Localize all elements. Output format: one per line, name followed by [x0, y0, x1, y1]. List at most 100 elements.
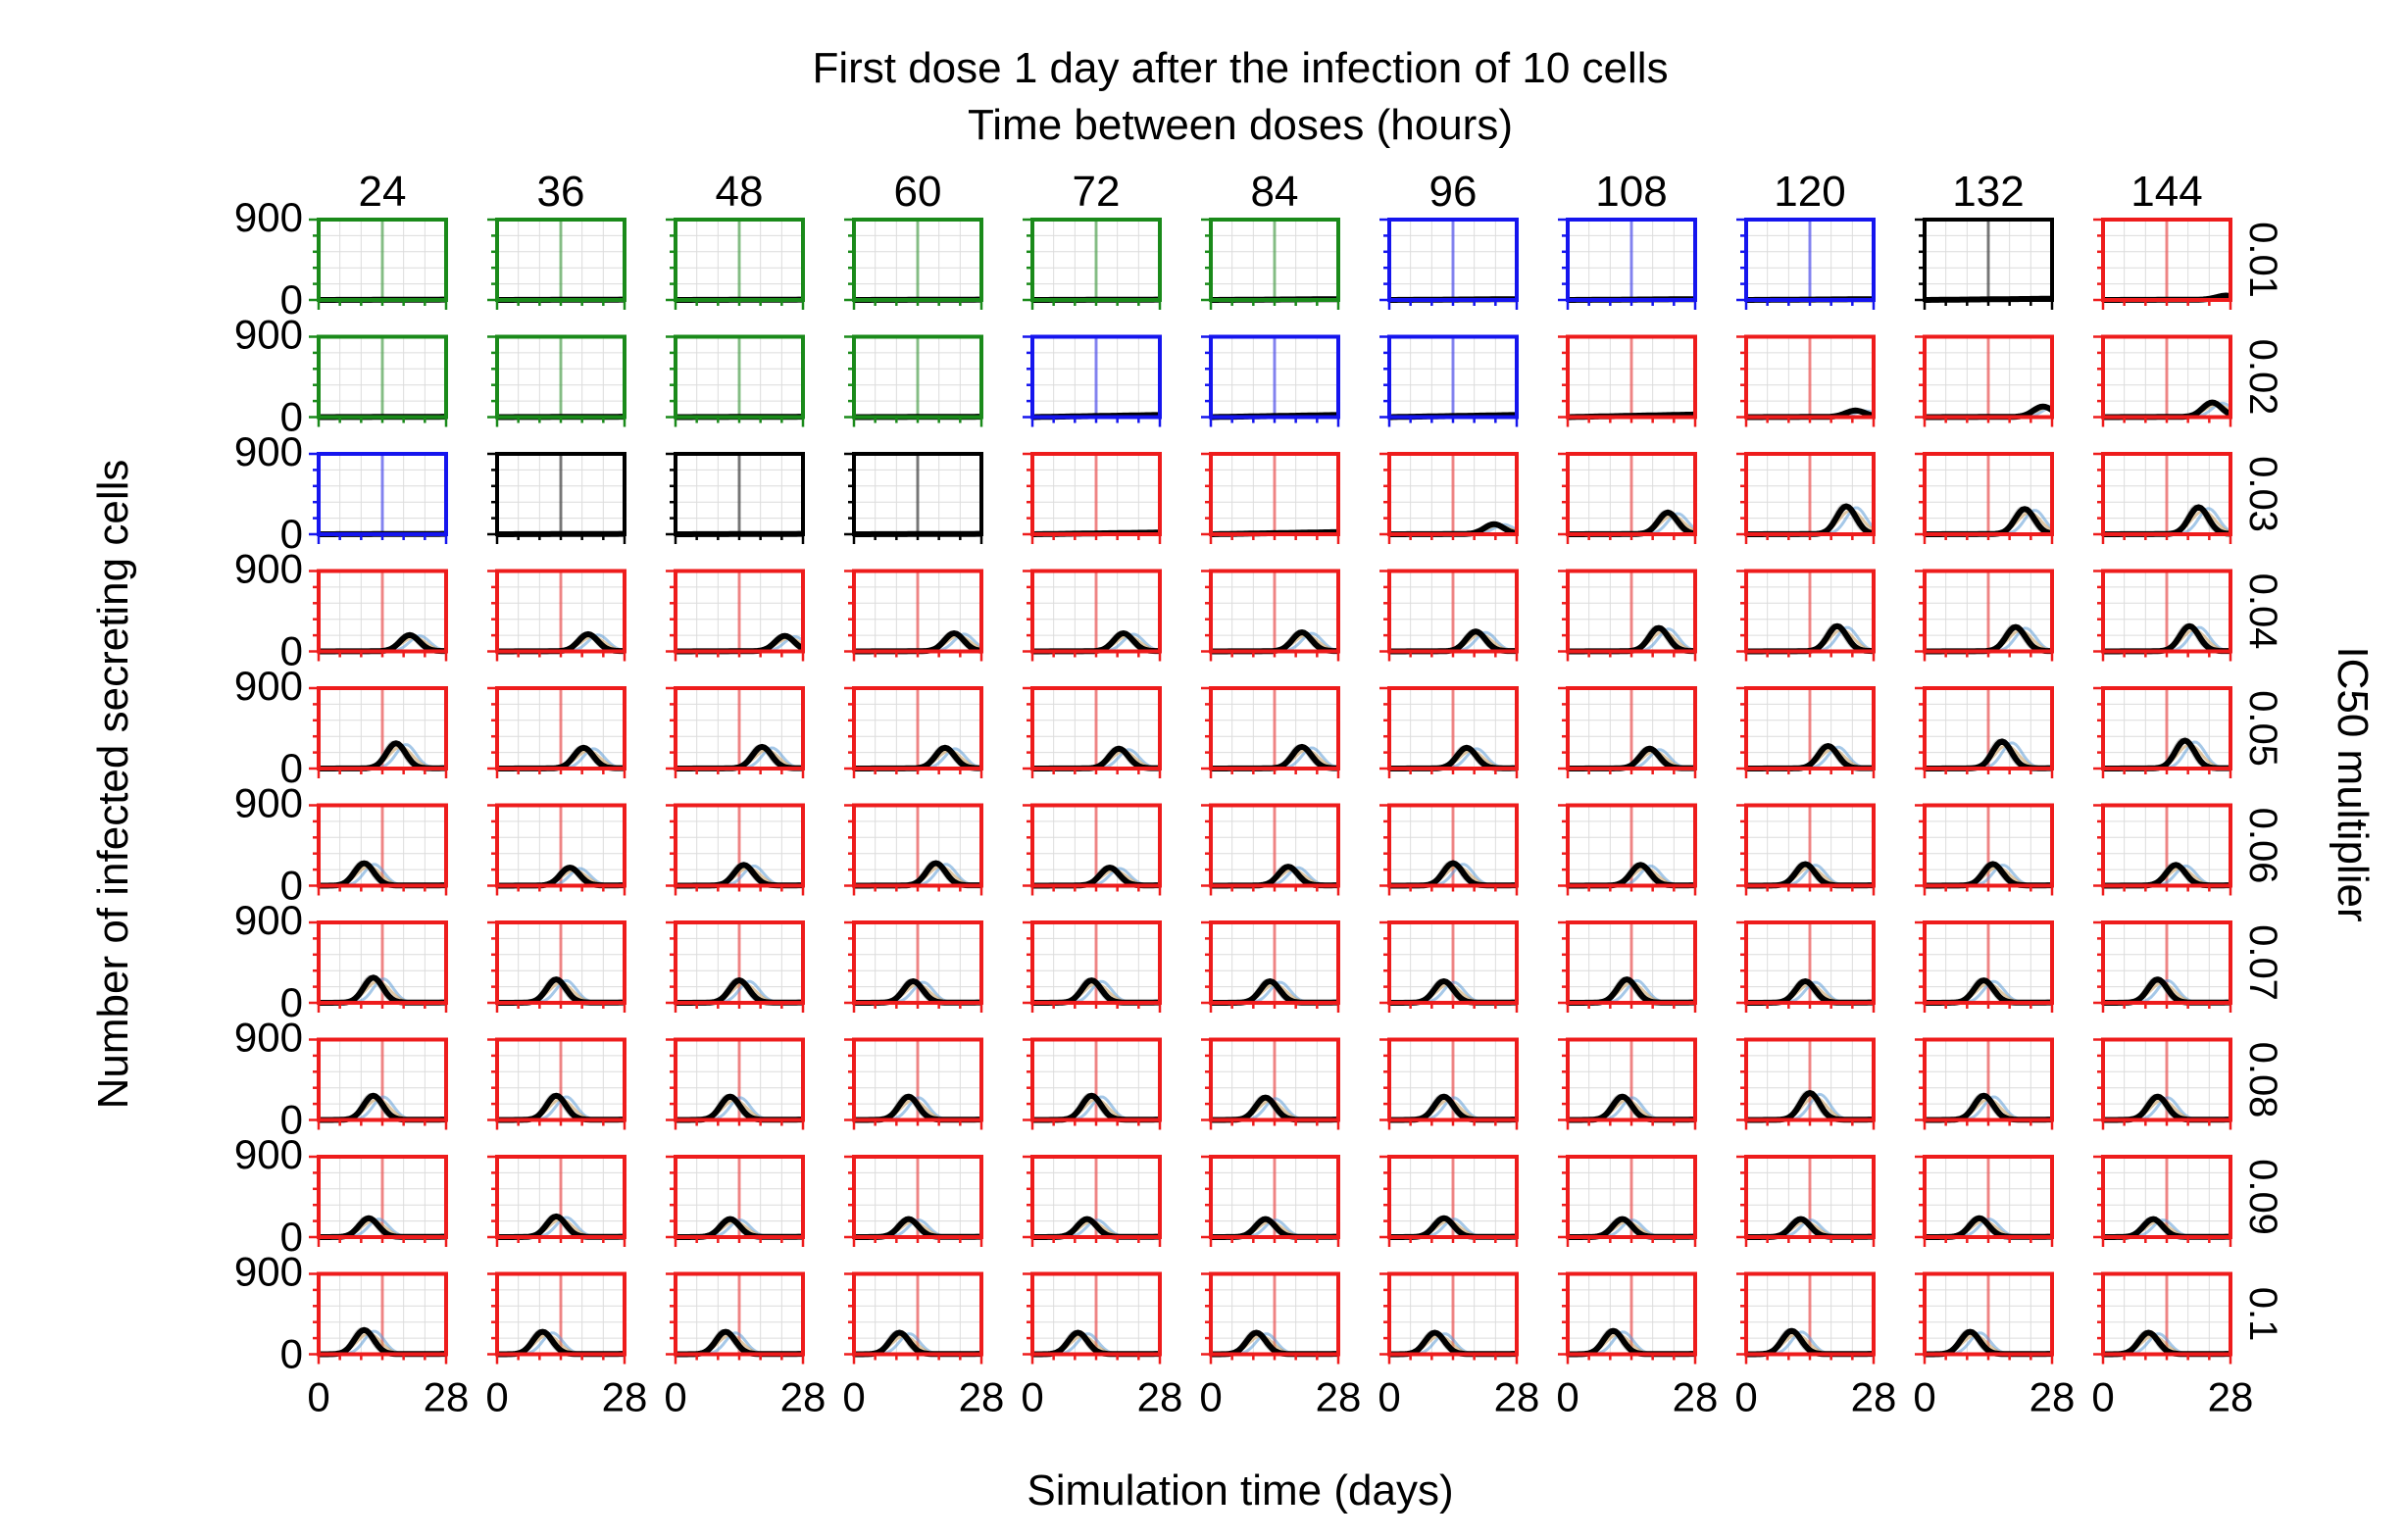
column-label-108: 108: [1595, 168, 1667, 216]
panel-r9-c1: 0 28: [485, 1271, 648, 1420]
row-label-0.03: 0.03: [2241, 456, 2284, 532]
column-label-24: 24: [359, 168, 407, 216]
panel-r5-c9: [1915, 803, 2054, 896]
panel-r9-c5: 0 28: [1199, 1271, 1362, 1420]
panel-r8-c4: [1023, 1155, 1162, 1247]
panel-r5-c6: [1379, 803, 1519, 896]
panel-r6-c3: [844, 920, 983, 1013]
panel-r2-c8: [1736, 452, 1876, 544]
panel-r4-c10: [2093, 686, 2232, 778]
panel-r2-c7: [1558, 452, 1697, 544]
y-tick-label-min: 0: [280, 1097, 303, 1143]
row-label-0.1: 0.1: [2241, 1287, 2284, 1342]
y-tick-label-min: 0: [280, 745, 303, 791]
panel-r7-c8: [1736, 1037, 1876, 1130]
panel-r8-c0: 900 0: [234, 1131, 448, 1260]
facet-grid: 24 36 48 60 72 84 96 108 120 132 144 0.01 0.02 0.03 0.…: [234, 168, 2284, 1420]
column-label-84: 84: [1251, 168, 1299, 216]
panel-r2-c1: [487, 452, 626, 544]
panel-r9-c2: 0 28: [664, 1271, 827, 1420]
panel-r7-c3: [844, 1037, 983, 1130]
column-label-72: 72: [1073, 168, 1121, 216]
panel-r3-c1: [487, 569, 626, 662]
panel-r5-c4: [1023, 803, 1162, 896]
panel-r9-c6: 0 28: [1378, 1271, 1539, 1420]
x-tick-label-max: 28: [1851, 1374, 1897, 1420]
panel-r0-c8: [1736, 218, 1876, 310]
y-tick-label-max: 900: [234, 1249, 303, 1295]
panel-r0-c5: [1201, 218, 1340, 310]
panel-r1-c7: [1558, 334, 1697, 427]
panel-r2-c2: [666, 452, 805, 544]
panel-r8-c5: [1201, 1155, 1340, 1247]
y-tick-label-max: 900: [234, 1131, 303, 1177]
panel-r1-c9: [1915, 334, 2054, 427]
row-label-0.02: 0.02: [2241, 339, 2284, 416]
panel-r4-c2: [666, 686, 805, 778]
row-label-0.07: 0.07: [2241, 924, 2284, 1001]
y-tick-label-max: 900: [234, 1015, 303, 1061]
panel-r1-c2: [666, 334, 805, 427]
x-tick-label-min: 0: [1913, 1374, 1935, 1420]
panel-r7-c7: [1558, 1037, 1697, 1130]
y-tick-label-min: 0: [280, 863, 303, 909]
panel-r0-c7: [1558, 218, 1697, 310]
panel-r9-c3: 0 28: [842, 1271, 1004, 1420]
x-tick-label-max: 28: [780, 1374, 827, 1420]
x-tick-label-max: 28: [1673, 1374, 1719, 1420]
panel-r0-c9: [1915, 218, 2054, 310]
panel-r5-c10: [2093, 803, 2232, 896]
x-tick-label-min: 0: [842, 1374, 865, 1420]
panel-r8-c3: [844, 1155, 983, 1247]
panel-r7-c6: [1379, 1037, 1519, 1130]
panel-r5-c0: 900 0: [234, 780, 448, 909]
y-tick-label-min: 0: [280, 628, 303, 674]
panel-r7-c2: [666, 1037, 805, 1130]
chart-title: First dose 1 day after the infection of …: [812, 44, 1668, 92]
panel-r3-c6: [1379, 569, 1519, 662]
panel-r0-c2: [666, 218, 805, 310]
panel-r1-c6: [1379, 334, 1519, 427]
x-tick-label-max: 28: [602, 1374, 648, 1420]
row-label-0.09: 0.09: [2241, 1159, 2284, 1235]
panel-r4-c9: [1915, 686, 2054, 778]
panel-r7-c4: [1023, 1037, 1162, 1130]
column-label-120: 120: [1774, 168, 1845, 216]
panel-r0-c0: 900 0: [234, 194, 448, 323]
panel-r4-c0: 900 0: [234, 663, 448, 791]
row-label-0.06: 0.06: [2241, 808, 2284, 884]
panel-r5-c8: [1736, 803, 1876, 896]
x-tick-label-min: 0: [1199, 1374, 1222, 1420]
panel-r6-c5: [1201, 920, 1340, 1013]
panel-r6-c2: [666, 920, 805, 1013]
panel-r0-c3: [844, 218, 983, 310]
column-label-96: 96: [1429, 168, 1478, 216]
panel-r9-c10: 0 28: [2091, 1271, 2253, 1420]
panel-r4-c1: [487, 686, 626, 778]
panel-r0-c10: [2093, 218, 2232, 310]
panel-r8-c9: [1915, 1155, 2054, 1247]
panel-r7-c1: [487, 1037, 626, 1130]
chart-subtitle: Time between doses (hours): [968, 101, 1513, 149]
panel-r6-c4: [1023, 920, 1162, 1013]
panel-r4-c6: [1379, 686, 1519, 778]
y-tick-label-min: 0: [280, 276, 303, 323]
x-axis-label: Simulation time (days): [1027, 1466, 1453, 1515]
y-axis-label: Number of infected secreting cells: [89, 460, 137, 1110]
row-label-0.05: 0.05: [2241, 690, 2284, 767]
y-tick-label-max: 900: [234, 194, 303, 240]
x-tick-label-max: 28: [1316, 1374, 1362, 1420]
panel-r8-c8: [1736, 1155, 1876, 1247]
x-tick-label-max: 28: [1137, 1374, 1183, 1420]
panel-r3-c3: [844, 569, 983, 662]
panel-r4-c3: [844, 686, 983, 778]
panel-r3-c2: [666, 569, 805, 662]
panel-r6-c0: 900 0: [234, 897, 448, 1025]
x-tick-label-max: 28: [424, 1374, 470, 1420]
panel-r2-c5: [1201, 452, 1340, 544]
panel-r9-c8: 0 28: [1734, 1271, 1897, 1420]
panel-r4-c7: [1558, 686, 1697, 778]
panel-r4-c5: [1201, 686, 1340, 778]
panel-r3-c4: [1023, 569, 1162, 662]
panel-r7-c0: 900 0: [234, 1015, 448, 1143]
